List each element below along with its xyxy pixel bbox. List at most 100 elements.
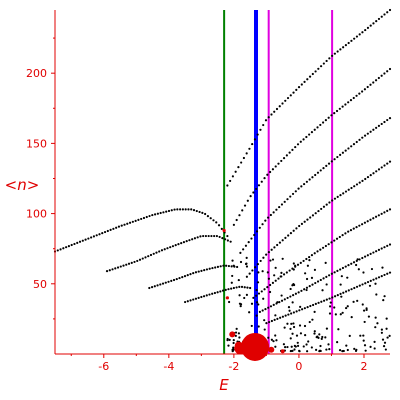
data-point [364, 349, 367, 352]
data-point [386, 162, 389, 165]
data-point [170, 279, 173, 282]
data-point [214, 266, 217, 269]
data-point [316, 280, 320, 283]
data-point [291, 284, 294, 287]
data-point [144, 256, 147, 259]
data-point [238, 336, 241, 339]
data-point [339, 268, 342, 271]
data-point [248, 272, 251, 275]
data-point [318, 350, 321, 353]
data-point [195, 209, 198, 213]
data-point [262, 256, 265, 259]
data-point [225, 264, 228, 267]
data-point [355, 183, 359, 186]
data-point [356, 299, 359, 302]
data-point [317, 209, 320, 213]
data-point [219, 290, 222, 293]
data-point [383, 341, 387, 344]
data-point [98, 233, 101, 236]
data-point [369, 252, 372, 255]
data-point [319, 248, 322, 251]
data-point [352, 261, 356, 264]
data-point [90, 236, 93, 239]
data-point [278, 241, 282, 244]
data-point [308, 75, 312, 78]
data-point [382, 345, 386, 348]
data-point [197, 296, 200, 299]
data-point [248, 311, 251, 314]
data-point [366, 254, 369, 257]
data-point [334, 313, 337, 316]
data-point [292, 262, 295, 265]
data-point [167, 209, 171, 213]
data-point [280, 159, 283, 163]
data-point [328, 201, 331, 204]
x-tick-label: -4 [163, 360, 174, 373]
data-point [328, 348, 331, 351]
highlight-point [222, 228, 226, 233]
data-point [344, 149, 347, 152]
data-point [193, 237, 197, 240]
data-point [363, 134, 367, 137]
data-point [202, 295, 206, 298]
data-point [122, 264, 125, 267]
data-point [352, 227, 355, 230]
data-point [294, 264, 297, 267]
data-point [62, 247, 65, 250]
data-point [176, 208, 179, 211]
data-point [232, 338, 235, 342]
y-tick-label: 200 [26, 67, 47, 80]
data-point [274, 279, 277, 282]
data-point [321, 121, 325, 124]
data-point [218, 235, 221, 239]
data-point [361, 283, 364, 286]
data-point [345, 306, 348, 310]
data-point [280, 203, 284, 206]
data-point [333, 306, 336, 309]
data-point [220, 227, 223, 230]
data-point [227, 264, 231, 268]
data-point [173, 208, 176, 211]
data-point [305, 180, 308, 183]
data-point [237, 166, 240, 169]
data-point [344, 103, 347, 106]
data-point [309, 216, 312, 219]
data-point [339, 292, 342, 296]
data-point [322, 62, 325, 65]
data-point [342, 192, 345, 195]
data-point [269, 170, 272, 174]
data-point [116, 266, 120, 269]
data-point [306, 350, 309, 353]
data-point [117, 225, 121, 228]
data-point [383, 164, 386, 167]
data-point [385, 317, 388, 320]
data-point [103, 230, 107, 234]
data-point [270, 248, 273, 251]
data-point [126, 222, 129, 225]
data-point [295, 310, 298, 313]
data-point [277, 162, 280, 165]
data-point [221, 237, 224, 240]
data-point [369, 345, 372, 348]
data-point [330, 114, 333, 117]
data-point [140, 217, 143, 221]
data-point [249, 195, 252, 198]
data-point [344, 290, 348, 293]
data-point [311, 214, 315, 217]
data-point [362, 339, 365, 342]
data-point [216, 291, 219, 294]
data-point [319, 169, 322, 172]
data-point [274, 345, 277, 348]
data-point [295, 227, 298, 230]
data-point [321, 289, 324, 292]
data-point [347, 147, 350, 150]
data-point [252, 191, 255, 194]
data-point [191, 238, 194, 241]
data-point [148, 286, 151, 290]
data-point [288, 269, 291, 272]
data-point [338, 349, 342, 352]
data-point [364, 282, 367, 285]
data-point [285, 271, 288, 274]
data-point [298, 324, 302, 327]
data-point [289, 94, 292, 97]
